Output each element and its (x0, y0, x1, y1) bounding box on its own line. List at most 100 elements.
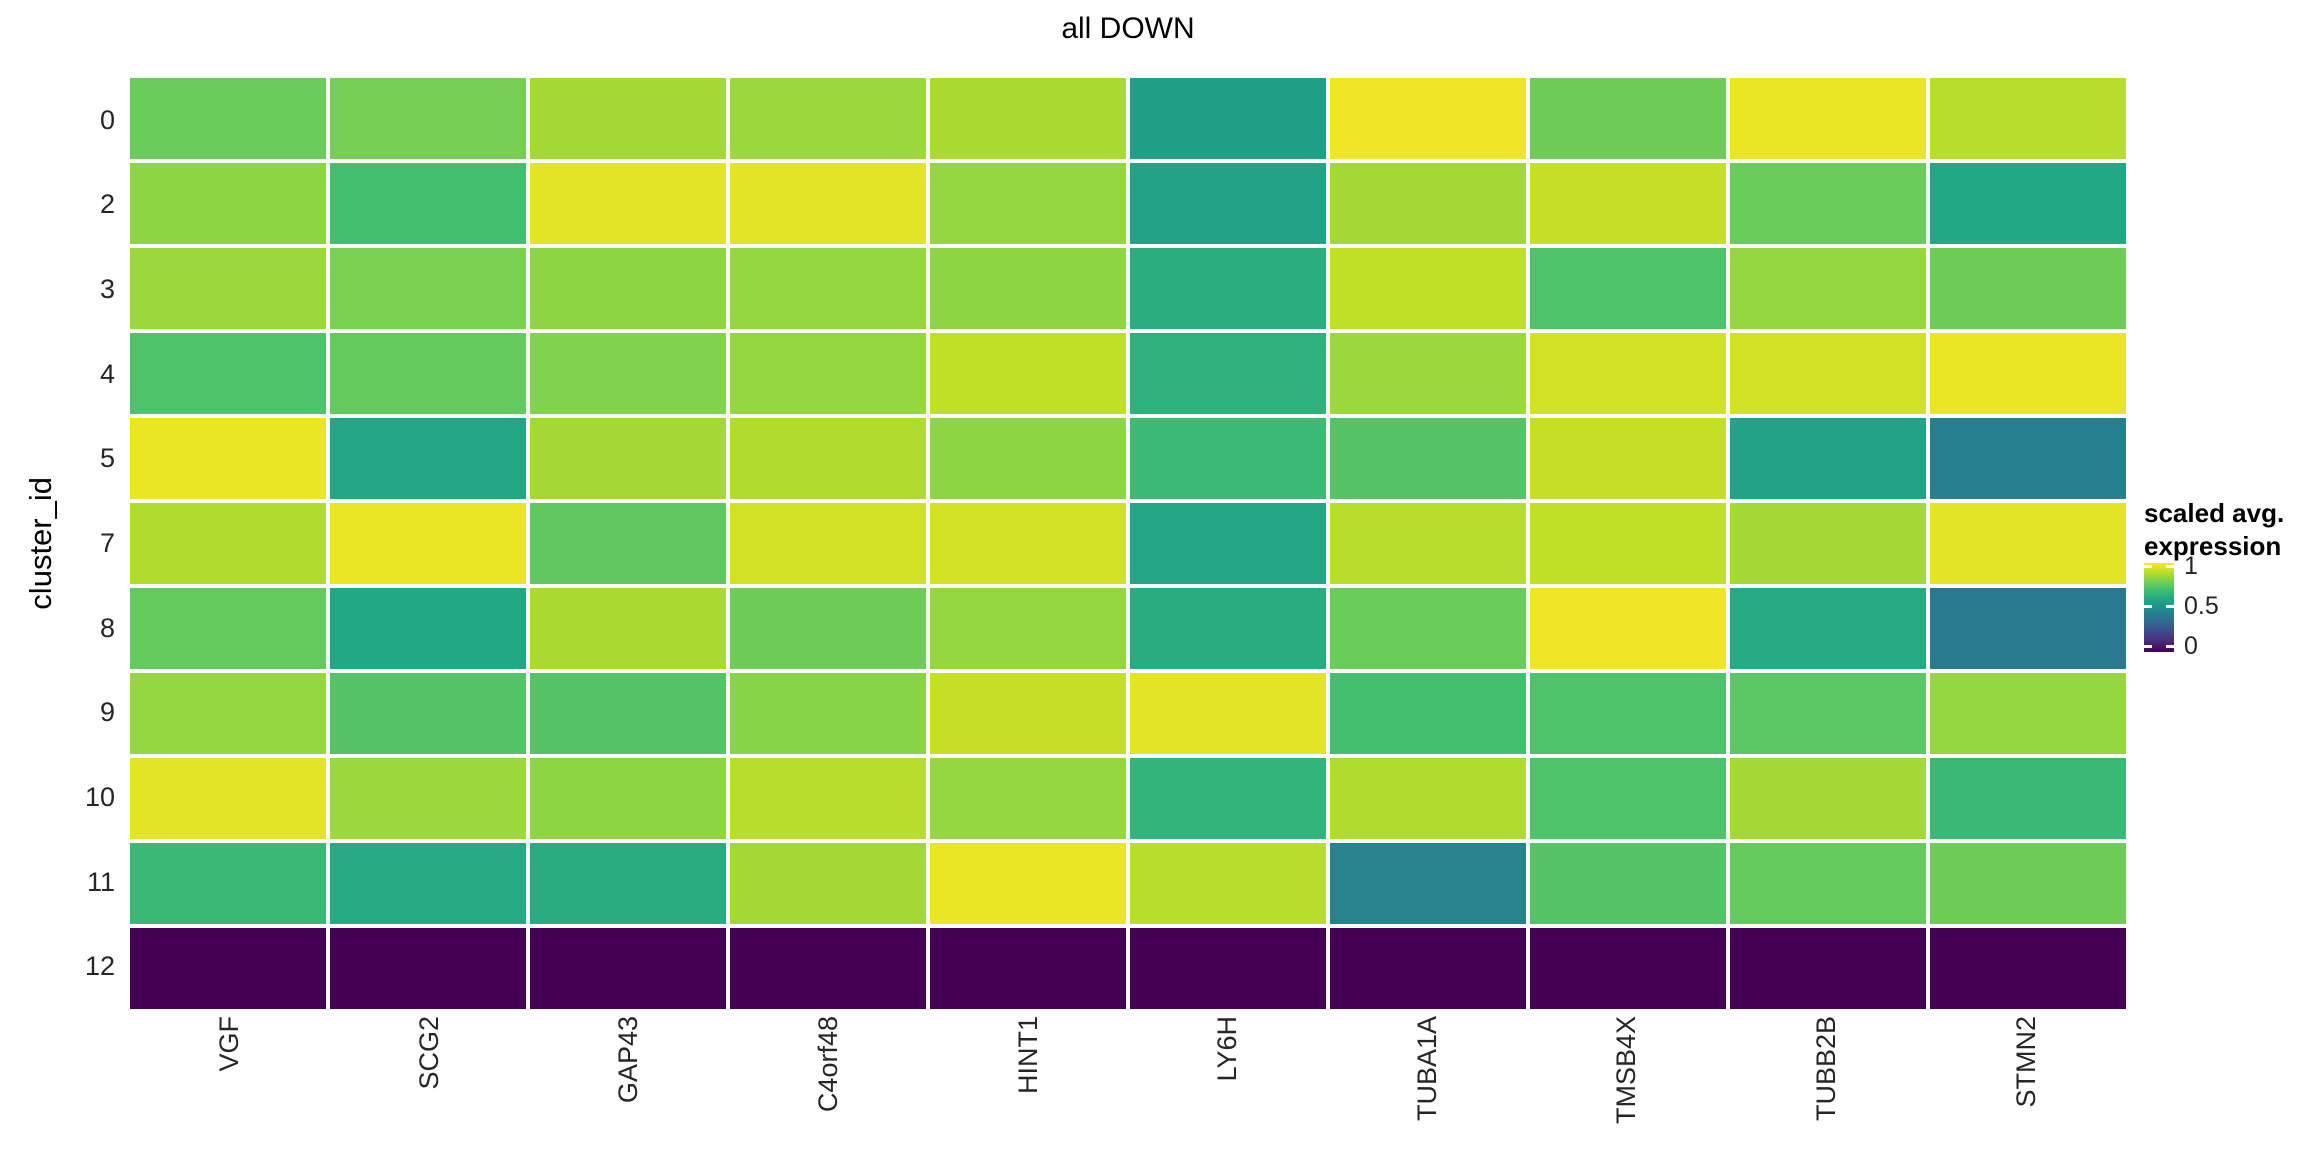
legend-colorbar (2144, 563, 2174, 652)
heatmap-cell (130, 673, 326, 754)
legend: scaled avg. expression 1 0.5 0 (2140, 497, 2304, 712)
heatmap-cell (330, 333, 526, 414)
x-tick-label: TUBB2B (1727, 1016, 1927, 1150)
heatmap-cell (730, 928, 926, 1009)
x-tick-label: HINT1 (928, 1016, 1128, 1150)
heatmap-cell (1330, 673, 1526, 754)
heatmap-cell (730, 163, 926, 244)
x-tick-label-text: TUBA1A (1411, 1016, 1442, 1122)
heatmap-cell (1530, 163, 1726, 244)
heatmap-cell (1330, 758, 1526, 839)
legend-tick-label: 0 (2184, 632, 2198, 660)
heatmap-cell (1130, 928, 1326, 1009)
heatmap-cell (330, 78, 526, 159)
heatmap-cell (1530, 503, 1726, 584)
heatmap-cell (530, 503, 726, 584)
heatmap-cell (130, 843, 326, 924)
heatmap-cell (930, 503, 1126, 584)
heatmap-cell (930, 843, 1126, 924)
heatmap-cell (530, 928, 726, 1009)
heatmap-cell (1530, 418, 1726, 499)
x-axis-tick-labels: VGF SCG2 GAP43 C4orf48 HINT1 LY6H TUBA1A TMSB4X… (130, 1016, 2126, 1150)
heatmap-cell (1930, 758, 2126, 839)
legend-title: scaled avg. expression (2144, 497, 2284, 563)
y-tick-label: 4 (99, 358, 115, 389)
heatmap-cell (930, 163, 1126, 244)
x-tick-label-text: TMSB4X (1611, 1016, 1642, 1125)
legend-tick-mark (2166, 604, 2174, 608)
x-tick-label: GAP43 (529, 1016, 729, 1150)
y-tick-label: 10 (84, 781, 115, 812)
heatmap-cell (1130, 333, 1326, 414)
heatmap-cell (1330, 78, 1526, 159)
heatmap-cell (730, 418, 926, 499)
heatmap-cell (730, 248, 926, 329)
heatmap-cell (530, 418, 726, 499)
heatmap-cell (1530, 758, 1726, 839)
heatmap-cell (330, 248, 526, 329)
heatmap-cell (1130, 673, 1326, 754)
x-tick-label: TMSB4X (1527, 1016, 1727, 1150)
heatmap-cell (1330, 503, 1526, 584)
heatmap-cell (1530, 78, 1726, 159)
heatmap-cell (1730, 758, 1926, 839)
heatmap-cell (330, 758, 526, 839)
x-tick-label-text: GAP43 (613, 1016, 644, 1104)
heatmap-cell (1930, 78, 2126, 159)
heatmap-cell (1930, 163, 2126, 244)
x-tick-label-text: HINT1 (1012, 1016, 1043, 1095)
y-tick-label: 2 (99, 189, 115, 220)
y-tick-label: 11 (86, 866, 115, 897)
heatmap-cell (1130, 248, 1326, 329)
heatmap-cell (1330, 928, 1526, 1009)
x-tick-label: VGF (130, 1016, 330, 1150)
y-tick-label: 3 (99, 274, 115, 305)
y-axis-tick-labels: 0 2 3 4 5 7 8 9 10 11 12 (0, 78, 122, 1009)
heatmap-cell (1730, 418, 1926, 499)
heatmap-cell (1730, 928, 1926, 1009)
heatmap-cell (1930, 503, 2126, 584)
heatmap-cell (730, 78, 926, 159)
x-tick-label-text: SCG2 (413, 1016, 444, 1090)
heatmap-cell (530, 758, 726, 839)
heatmap-grid (130, 78, 2126, 1009)
heatmap-cell (1130, 588, 1326, 669)
heatmap-cell (1130, 503, 1326, 584)
heatmap-cell (530, 78, 726, 159)
y-tick-label: 7 (99, 527, 115, 558)
heatmap-cell (1730, 333, 1926, 414)
legend-tick-label: 1 (2184, 552, 2198, 580)
x-tick-label-text: C4orf48 (813, 1016, 844, 1113)
heatmap-cell (530, 163, 726, 244)
heatmap-cell (130, 588, 326, 669)
x-tick-label: C4orf48 (729, 1016, 929, 1150)
legend-tick-mark (2166, 644, 2174, 648)
heatmap-cell (1730, 673, 1926, 754)
heatmap-cell (730, 843, 926, 924)
heatmap-cell (1130, 78, 1326, 159)
heatmap-cell (330, 843, 526, 924)
heatmap-cell (1130, 843, 1326, 924)
heatmap-cell (930, 758, 1126, 839)
heatmap-cell (330, 673, 526, 754)
heatmap-cell (1330, 843, 1526, 924)
y-tick-label: 9 (99, 697, 115, 728)
heatmap-cell (1930, 588, 2126, 669)
heatmap-cell (130, 418, 326, 499)
y-tick-label: 8 (99, 612, 115, 643)
legend-tick-mark (2144, 604, 2152, 608)
heatmap-cell (130, 163, 326, 244)
y-tick-label: 0 (99, 104, 115, 135)
heatmap-cell (130, 503, 326, 584)
heatmap-cell (330, 163, 526, 244)
heatmap-cell (130, 248, 326, 329)
heatmap-cell (930, 248, 1126, 329)
heatmap-cell (530, 588, 726, 669)
heatmap-cell (1530, 843, 1726, 924)
x-tick-label: LY6H (1128, 1016, 1328, 1150)
x-tick-label: TUBA1A (1328, 1016, 1528, 1150)
heatmap-cell (1730, 78, 1926, 159)
heatmap-cell (330, 588, 526, 669)
heatmap-cell (930, 673, 1126, 754)
x-tick-label-text: TUBB2B (1811, 1016, 1842, 1122)
